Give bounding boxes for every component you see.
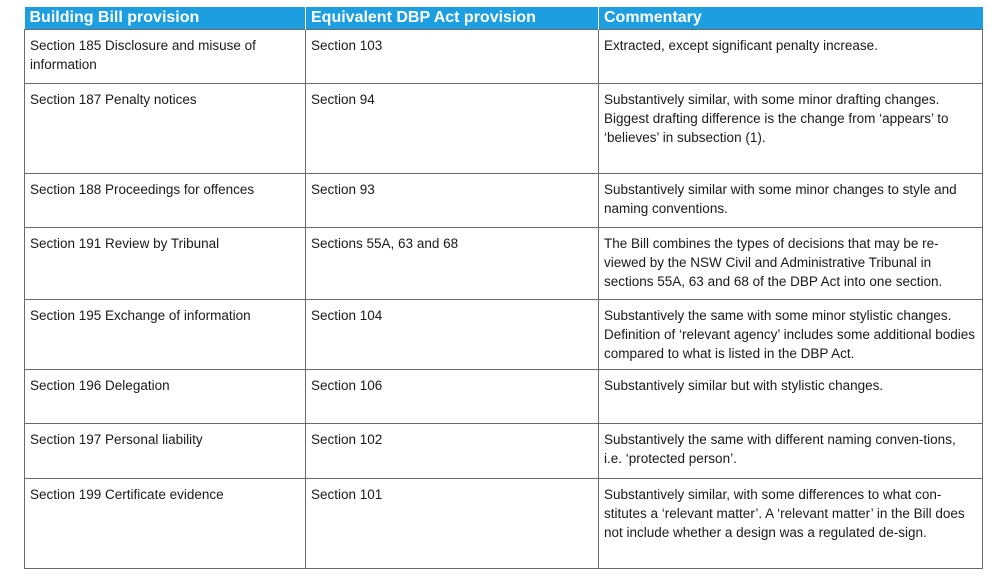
commentary-cell: Substantively similar with some minor ch… — [598, 173, 983, 228]
commentary-cell: The Bill combines the types of decisions… — [598, 227, 983, 300]
header-commentary: Commentary — [598, 7, 983, 30]
table-row: Section 196 Delegation Section 106 Subst… — [24, 369, 983, 424]
table-row: Section 187 Penalty notices Section 94 S… — [24, 83, 983, 174]
bill-provision-cell: Section 195 Exchange of information — [24, 299, 306, 370]
commentary-cell: Substantively similar but with stylistic… — [598, 369, 983, 424]
commentary-cell: Substantively similar, with some differe… — [598, 478, 983, 569]
table-header-row: Building Bill provision Equivalent DBP A… — [24, 7, 983, 30]
header-building-bill-provision: Building Bill provision — [24, 7, 306, 30]
header-equivalent-dbp-act-provision: Equivalent DBP Act provision — [305, 7, 599, 30]
dbp-provision-cell: Section 94 — [305, 83, 599, 174]
bill-provision-cell: Section 191 Review by Tribunal — [24, 227, 306, 300]
table-row: Section 197 Personal liability Section 1… — [24, 423, 983, 479]
commentary-cell: Extracted, except significant penalty in… — [598, 29, 983, 84]
bill-provision-cell: Section 185 Disclosure and misuse of inf… — [24, 29, 306, 84]
dbp-provision-cell: Section 103 — [305, 29, 599, 84]
dbp-provision-cell: Section 93 — [305, 173, 599, 228]
dbp-provision-cell: Section 102 — [305, 423, 599, 479]
commentary-cell: Substantively the same with different na… — [598, 423, 983, 479]
bill-provision-cell: Section 197 Personal liability — [24, 423, 306, 479]
bill-provision-cell: Section 187 Penalty notices — [24, 83, 306, 174]
table-row: Section 191 Review by Tribunal Sections … — [24, 227, 983, 300]
bill-provision-cell: Section 199 Certificate evidence — [24, 478, 306, 569]
table-row: Section 195 Exchange of information Sect… — [24, 299, 983, 370]
dbp-provision-cell: Section 106 — [305, 369, 599, 424]
provisions-comparison-table: Building Bill provision Equivalent DBP A… — [24, 7, 983, 569]
dbp-provision-cell: Section 104 — [305, 299, 599, 370]
bill-provision-cell: Section 196 Delegation — [24, 369, 306, 424]
commentary-cell: Substantively the same with some minor s… — [598, 299, 983, 370]
bill-provision-cell: Section 188 Proceedings for offences — [24, 173, 306, 228]
dbp-provision-cell: Section 101 — [305, 478, 599, 569]
commentary-cell: Substantively similar, with some minor d… — [598, 83, 983, 174]
table-row: Section 188 Proceedings for offences Sec… — [24, 173, 983, 228]
table-row: Section 199 Certificate evidence Section… — [24, 478, 983, 569]
table-row: Section 185 Disclosure and misuse of inf… — [24, 29, 983, 84]
dbp-provision-cell: Sections 55A, 63 and 68 — [305, 227, 599, 300]
